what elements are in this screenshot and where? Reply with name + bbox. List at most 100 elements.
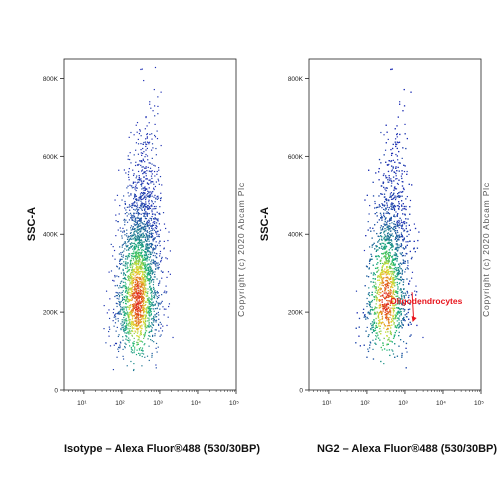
event-point xyxy=(158,324,160,326)
event-point xyxy=(138,239,140,241)
event-point xyxy=(375,172,377,174)
event-point xyxy=(123,306,125,308)
event-point xyxy=(142,293,144,295)
event-point xyxy=(385,239,387,242)
event-point xyxy=(146,230,148,232)
event-point xyxy=(355,327,357,329)
event-point xyxy=(143,259,145,261)
event-point xyxy=(376,245,378,247)
event-point xyxy=(390,307,392,309)
event-point xyxy=(384,149,387,151)
event-point xyxy=(391,169,393,171)
event-point xyxy=(136,211,138,213)
event-point xyxy=(385,271,387,273)
event-point xyxy=(381,301,383,303)
event-point xyxy=(121,237,123,239)
event-point xyxy=(153,260,155,262)
event-point xyxy=(131,295,133,297)
event-point xyxy=(141,206,143,208)
event-point xyxy=(137,229,139,231)
event-point xyxy=(144,262,146,264)
event-point xyxy=(127,155,129,157)
event-point xyxy=(396,284,398,286)
event-point xyxy=(138,217,140,219)
event-point xyxy=(149,243,151,245)
event-point xyxy=(159,302,161,304)
event-point xyxy=(391,68,393,70)
event-point xyxy=(145,245,147,247)
event-point xyxy=(143,298,145,300)
event-point xyxy=(135,295,138,297)
event-point xyxy=(119,310,121,313)
event-point xyxy=(124,265,126,267)
event-point xyxy=(387,253,389,255)
event-point xyxy=(147,326,149,328)
event-point xyxy=(129,282,131,284)
event-point xyxy=(156,198,159,200)
event-point xyxy=(140,275,143,277)
event-point xyxy=(391,249,393,251)
event-point xyxy=(143,287,145,289)
event-point xyxy=(391,222,393,224)
event-point xyxy=(153,164,155,166)
event-point xyxy=(139,282,141,285)
event-point xyxy=(124,300,127,302)
event-point xyxy=(396,272,398,275)
event-point xyxy=(152,249,155,251)
event-point xyxy=(115,214,117,216)
event-point xyxy=(140,185,143,187)
event-point xyxy=(125,319,127,322)
event-point xyxy=(379,276,381,278)
event-point xyxy=(131,236,133,238)
event-point xyxy=(387,181,389,183)
event-point xyxy=(156,263,158,265)
event-point xyxy=(120,323,122,325)
event-point xyxy=(142,158,144,160)
event-point xyxy=(139,179,141,181)
event-point xyxy=(137,153,140,155)
event-point xyxy=(144,328,147,330)
event-point xyxy=(143,334,146,336)
event-point xyxy=(402,187,405,189)
event-point xyxy=(371,321,374,323)
event-point xyxy=(393,305,395,307)
event-point xyxy=(138,229,140,231)
event-point xyxy=(136,255,138,257)
event-point xyxy=(137,212,140,214)
event-point xyxy=(397,225,399,227)
event-point xyxy=(128,240,130,243)
event-point xyxy=(150,236,153,239)
event-point xyxy=(371,294,374,296)
event-point xyxy=(144,240,147,242)
event-point xyxy=(153,315,155,318)
event-point xyxy=(153,295,155,297)
event-point xyxy=(387,294,389,296)
event-point xyxy=(150,251,152,253)
event-point xyxy=(143,300,145,302)
event-point xyxy=(370,309,372,311)
event-point xyxy=(383,238,385,240)
event-point xyxy=(150,314,152,316)
event-point xyxy=(140,164,142,167)
event-point xyxy=(400,221,403,223)
event-point xyxy=(137,252,140,254)
event-point xyxy=(128,317,130,319)
event-point xyxy=(131,281,134,283)
event-point xyxy=(124,200,126,203)
event-point xyxy=(395,290,397,292)
event-point xyxy=(138,178,140,180)
event-point xyxy=(130,193,132,195)
event-point xyxy=(137,313,139,316)
event-point xyxy=(400,325,402,327)
event-point xyxy=(152,228,154,230)
event-point xyxy=(404,208,406,210)
event-point xyxy=(121,319,123,321)
event-point xyxy=(141,208,143,210)
event-point xyxy=(127,235,129,237)
event-point xyxy=(141,328,143,330)
event-point xyxy=(131,283,133,285)
event-point xyxy=(380,214,382,216)
event-point xyxy=(128,291,130,293)
event-point xyxy=(132,253,135,255)
event-point xyxy=(385,247,387,249)
